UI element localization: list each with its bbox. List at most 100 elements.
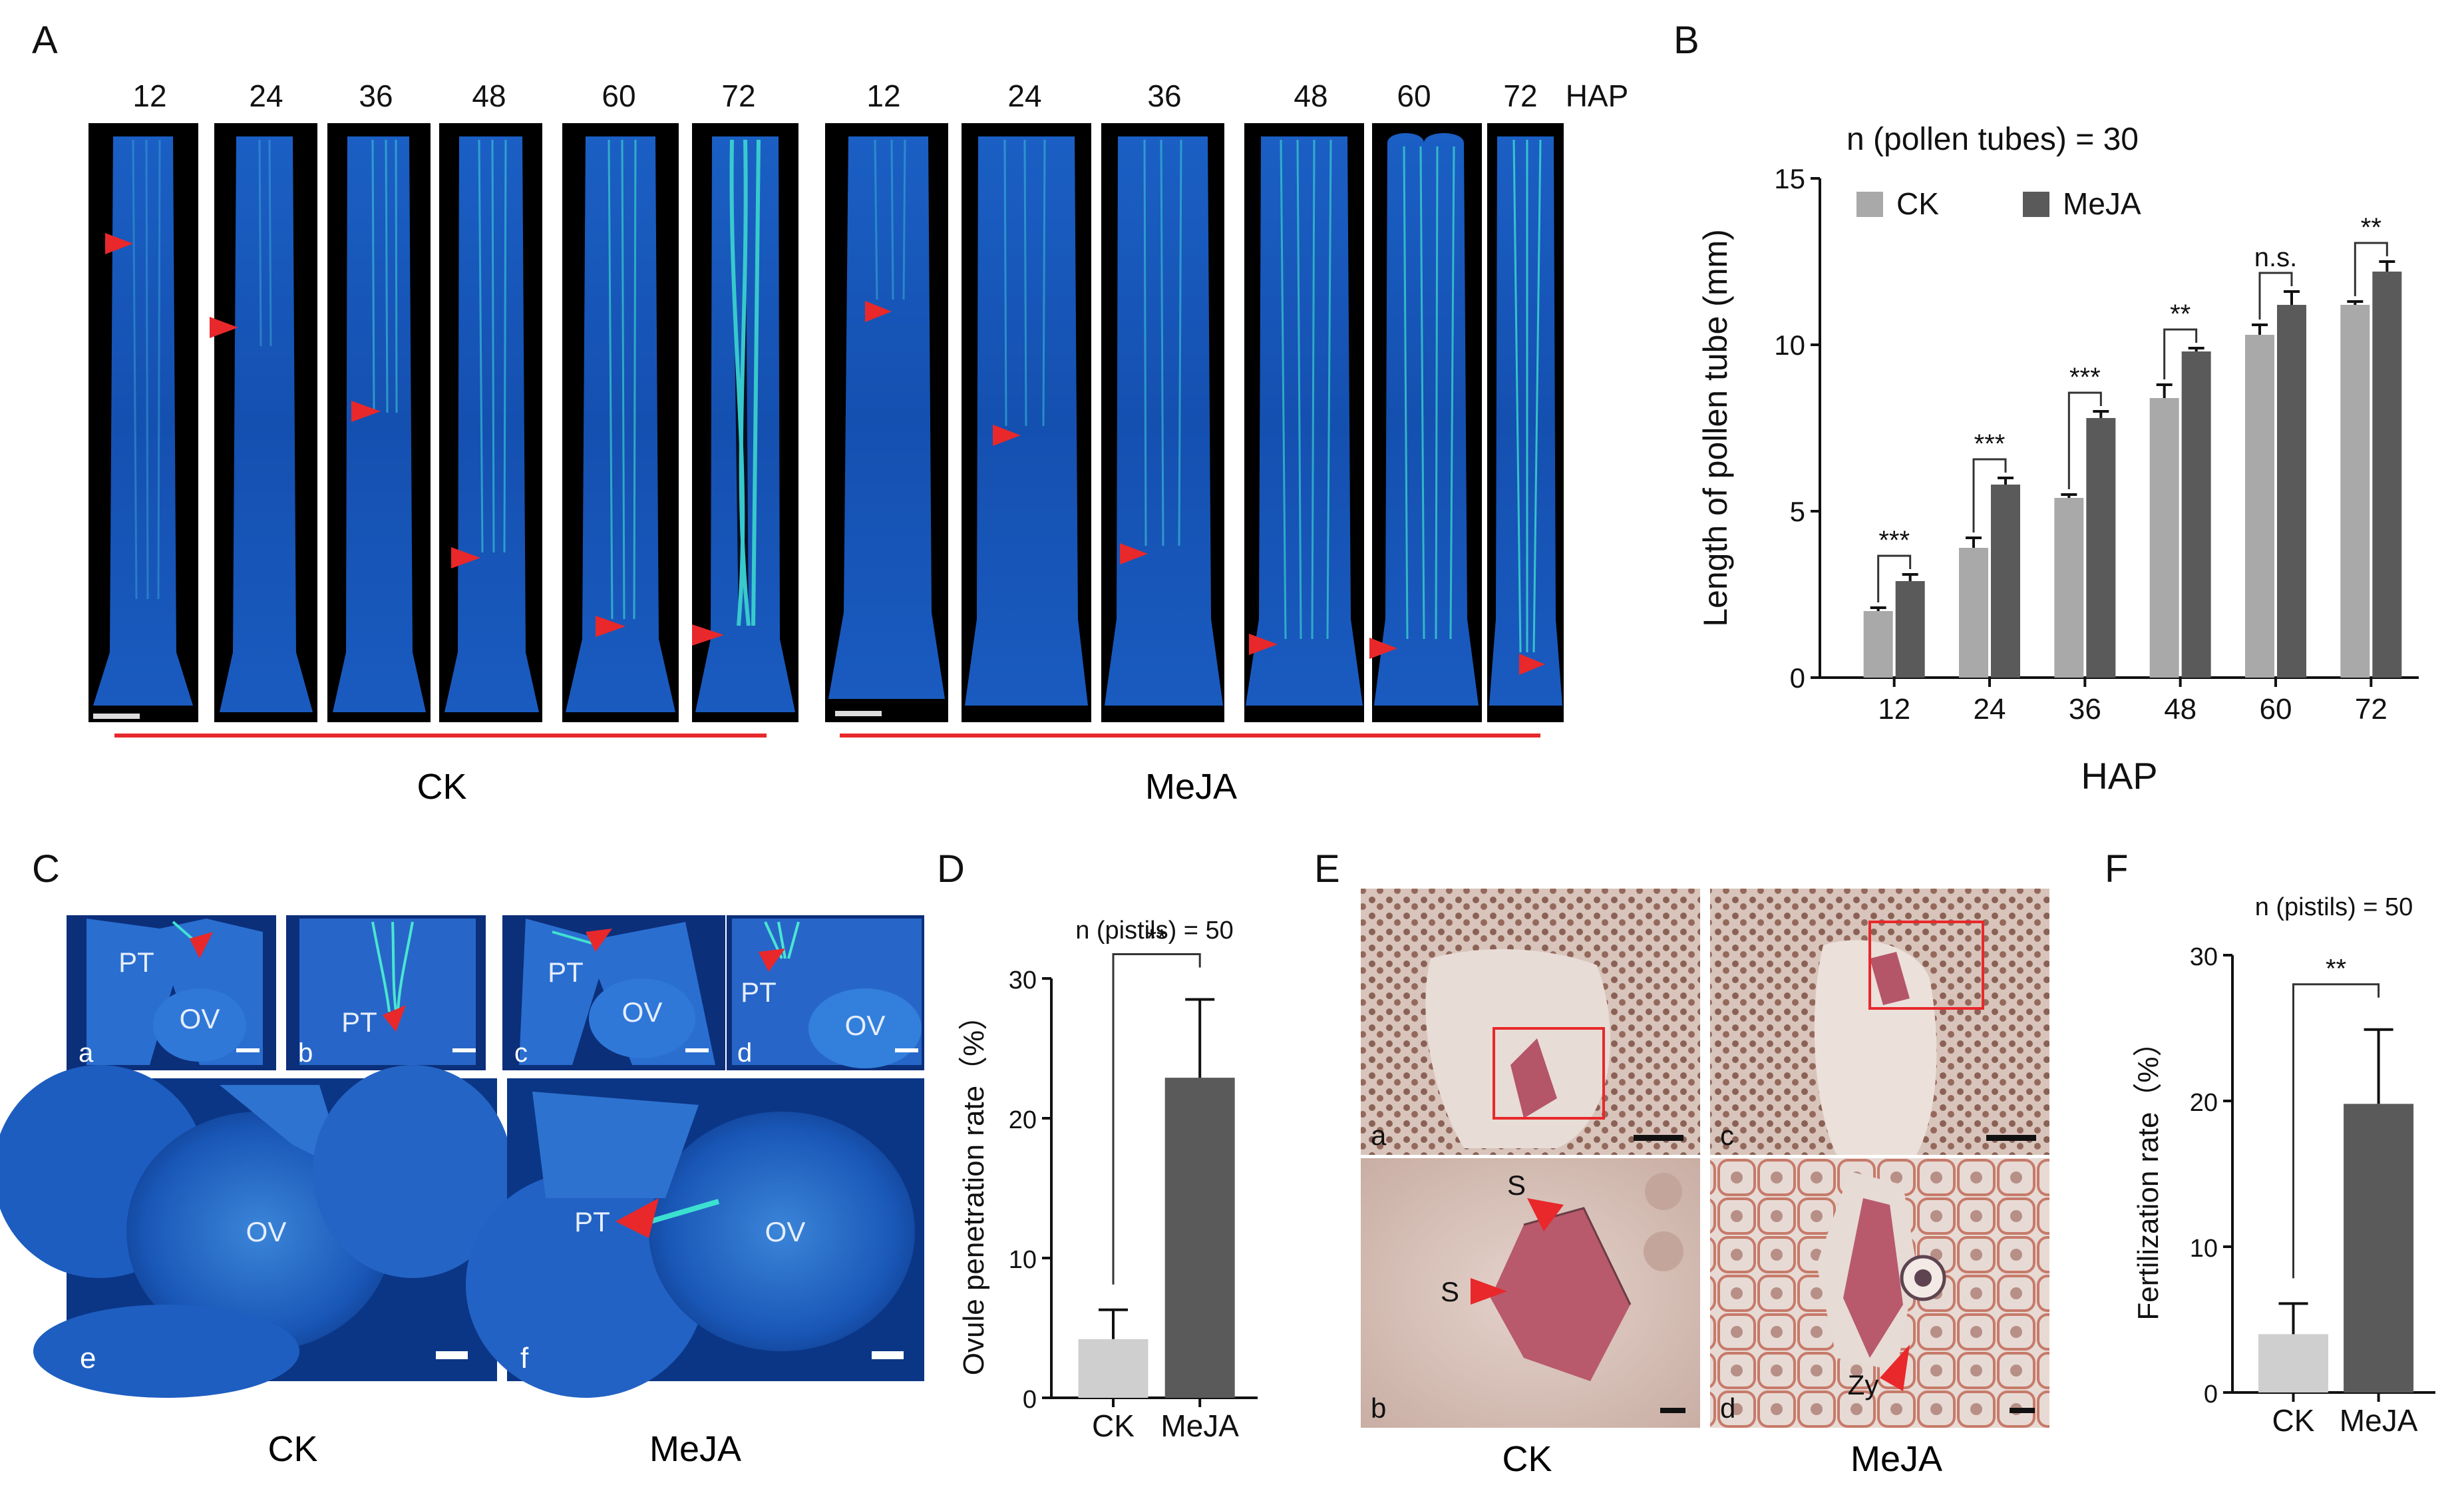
hap-label-ck-36: 36	[359, 79, 393, 113]
micrograph-e-d: Zy d	[1710, 1158, 2049, 1428]
y-tick-label: 0	[2204, 1381, 2218, 1408]
style-image-meja-24	[962, 123, 1091, 722]
x-tick-label: 12	[1878, 693, 1910, 726]
arrow-marker	[865, 301, 892, 322]
y-tick-label: 0	[1023, 1386, 1037, 1414]
sub-label-eb: b	[1371, 1392, 1386, 1424]
label-ov: OV	[246, 1216, 287, 1247]
sub-label-e: e	[80, 1342, 96, 1375]
micrograph-e-b: S S b	[1361, 1158, 1700, 1428]
x-tick-label: CK	[2272, 1403, 2315, 1438]
scale-bar	[2010, 1408, 2035, 1413]
x-tick-label: MeJA	[2340, 1403, 2418, 1438]
panel-letters: A B C D E F	[32, 19, 2128, 891]
x-tick-label: 72	[2355, 693, 2387, 726]
arrow-marker	[190, 932, 213, 959]
y-tick-label: 20	[1009, 1106, 1037, 1134]
hap-label-meja-72: 72	[1503, 79, 1537, 113]
scale-bar	[835, 711, 882, 716]
panel-a: 12 24 36 48 60 72 12 24 36 48 60 72 HAP	[88, 79, 1628, 807]
arrow-marker	[692, 624, 724, 646]
style-image-meja-48	[1244, 123, 1364, 722]
sub-label-ec: c	[1720, 1120, 1734, 1151]
panel-letter-c: C	[32, 847, 60, 891]
group-label-ck-c: CK	[267, 1429, 317, 1469]
legend-label-ck: CK	[1896, 186, 1939, 221]
legend-swatch-meja	[2023, 192, 2049, 217]
sub-label-ed: d	[1720, 1392, 1735, 1424]
y-axis-label: Ovule penetration rate（%）	[958, 1001, 990, 1376]
label-ov: OV	[180, 1003, 220, 1034]
arrow-marker	[596, 616, 625, 637]
bar-ck	[2340, 305, 2370, 678]
significance-label: ***	[2069, 363, 2101, 392]
arrow-marker	[1519, 654, 1545, 675]
scale-bar	[872, 1351, 904, 1359]
bar-meja	[2086, 418, 2116, 678]
arrow-marker	[616, 1198, 659, 1238]
chart-f: 0 10 20 30 Fertilization rate（%） n (pistils) …	[2132, 893, 2435, 1438]
arrow-marker	[383, 1005, 406, 1032]
scale-bar	[436, 1351, 468, 1359]
arrow-marker	[105, 233, 133, 254]
label-zy: Zy	[1848, 1369, 1879, 1400]
significance-label: **	[2361, 213, 2381, 242]
arrow-marker	[1120, 543, 1148, 564]
panel-letter-a: A	[32, 19, 58, 62]
label-pt: PT	[341, 1006, 377, 1038]
chart-title: n (pistils) = 50	[1075, 917, 1234, 945]
x-tick-label: 36	[2069, 693, 2101, 726]
micrograph-e-a: a	[1361, 889, 1700, 1155]
significance-bracket	[2292, 983, 2380, 1279]
significance-bracket	[2163, 328, 2198, 379]
x-axis-label: HAP	[2081, 755, 2157, 797]
hap-label-ck-72: 72	[721, 79, 755, 113]
arrow-marker	[1527, 1198, 1564, 1231]
bar-ck	[2258, 1334, 2328, 1392]
significance-bracket	[2354, 242, 2388, 296]
label-ov: OV	[622, 996, 663, 1028]
label-pt: PT	[574, 1206, 610, 1237]
micrograph-c-a: PT OV a	[67, 915, 276, 1070]
significance-label: ***	[1878, 526, 1910, 555]
significance-label: ***	[1974, 429, 2006, 459]
chart-b: 0 5 10 15 Length of pollen tube (mm) n (polle…	[1697, 122, 2419, 797]
arrow-marker	[993, 425, 1021, 446]
hap-label-meja-60: 60	[1397, 79, 1431, 113]
y-axis-label: Length of pollen tube (mm)	[1697, 229, 1734, 627]
hap-label-meja-24: 24	[1007, 79, 1041, 113]
panel-letter-f: F	[2105, 847, 2128, 891]
y-axis-label: Fertilization rate（%）	[2132, 1027, 2165, 1320]
hap-label-ck-24: 24	[249, 79, 283, 113]
bar-meja	[1164, 1078, 1235, 1398]
significance-bracket	[2258, 272, 2293, 320]
style-image-ck-12	[88, 123, 198, 722]
y-tick-label: 10	[1774, 329, 1805, 361]
hap-label-meja-36: 36	[1147, 79, 1181, 113]
group-label-meja-e: MeJA	[1850, 1439, 1942, 1479]
significance-bracket	[2067, 391, 2102, 489]
legend-swatch-ck	[1856, 192, 1883, 217]
label-ov: OV	[765, 1216, 806, 1247]
chart-title: n (pistils) = 50	[2255, 893, 2413, 921]
label-pt: PT	[548, 957, 584, 988]
x-tick-label: 48	[2164, 693, 2197, 726]
scale-bar	[1660, 1408, 1685, 1413]
scale-bar	[1634, 1135, 1683, 1141]
bar-meja	[1991, 485, 2020, 678]
x-tick-label: 60	[2260, 693, 2292, 726]
highlight-box	[1868, 921, 1984, 1010]
arrow-marker	[1471, 1278, 1507, 1305]
significance-bracket	[1112, 953, 1201, 1285]
significance-bracket	[1972, 458, 2007, 533]
group-label-ck-a: CK	[417, 767, 466, 807]
style-image-meja-72	[1487, 123, 1564, 722]
y-tick-label: 20	[2190, 1089, 2218, 1117]
hap-label-meja-12: 12	[866, 79, 900, 113]
x-tick-label: MeJA	[1160, 1408, 1239, 1443]
y-tick-label: 30	[1009, 966, 1037, 994]
x-tick-label: CK	[1092, 1408, 1135, 1443]
panel-letter-b: B	[1673, 19, 1699, 62]
highlight-box	[1493, 1027, 1605, 1120]
y-tick-label: 15	[1774, 163, 1805, 194]
